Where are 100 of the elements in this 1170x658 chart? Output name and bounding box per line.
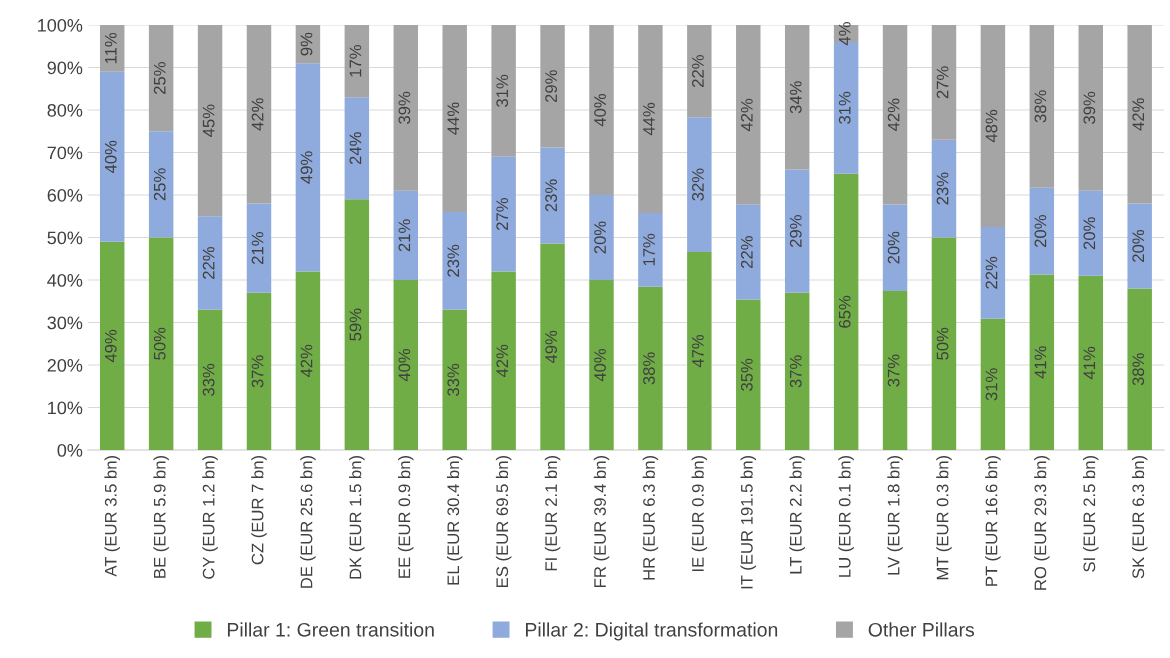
data-label: 35% bbox=[740, 358, 753, 391]
data-label: 20% bbox=[887, 231, 900, 264]
x-tick-label: BE (EUR 5.9 bn) bbox=[153, 455, 169, 578]
bar bbox=[687, 251, 712, 451]
y-tick-label: 70% bbox=[47, 146, 83, 160]
data-label: 27% bbox=[936, 66, 949, 99]
data-label: 31% bbox=[838, 91, 851, 124]
data-label: 9% bbox=[300, 32, 313, 56]
bar bbox=[246, 292, 272, 451]
bar bbox=[295, 271, 321, 451]
data-label: 39% bbox=[1083, 91, 1096, 124]
x-tick-label: EL (EUR 30.4 bn) bbox=[446, 455, 463, 585]
bar bbox=[197, 25, 223, 217]
bar bbox=[99, 241, 125, 451]
bar bbox=[784, 169, 810, 293]
x-tick-label: DE (EUR 25.6 bn) bbox=[300, 455, 316, 588]
data-label: 29% bbox=[789, 215, 802, 247]
bar bbox=[148, 25, 174, 132]
data-label: 20% bbox=[594, 221, 606, 254]
bar bbox=[1127, 25, 1152, 204]
bar bbox=[1078, 275, 1103, 451]
x-tick-label: AT (EUR 3.5 bn) bbox=[104, 455, 120, 577]
data-label: 50% bbox=[936, 327, 949, 360]
bar bbox=[393, 190, 419, 281]
bar bbox=[589, 195, 614, 281]
x-tick-label: LU (EUR 0.1 bn) bbox=[838, 455, 854, 577]
bar bbox=[589, 280, 614, 451]
y-tick-label: 90% bbox=[47, 61, 83, 75]
bar bbox=[980, 226, 1006, 319]
bar bbox=[784, 292, 810, 451]
y-tick-label: 40% bbox=[47, 273, 83, 287]
data-label: 37% bbox=[251, 355, 264, 388]
x-tick-label: LT (EUR 2.2 bn) bbox=[789, 455, 805, 574]
bar bbox=[638, 212, 663, 287]
bar bbox=[638, 286, 663, 451]
y-tick-label: 20% bbox=[47, 358, 83, 372]
data-label: 49% bbox=[545, 330, 558, 364]
data-label: 44% bbox=[643, 102, 655, 136]
bar bbox=[1078, 190, 1103, 276]
bar bbox=[246, 203, 272, 293]
data-label: 34% bbox=[789, 81, 802, 114]
data-label: 49% bbox=[104, 329, 117, 363]
bar bbox=[99, 71, 125, 242]
bar bbox=[491, 271, 516, 451]
bar bbox=[148, 237, 174, 451]
data-label: 32% bbox=[692, 168, 704, 201]
x-tick-label: MT (EUR 0.3 bn) bbox=[936, 455, 952, 580]
data-label: 29% bbox=[545, 70, 558, 103]
x-tick-label: IE (EUR 0.9 bn) bbox=[691, 455, 708, 572]
bar bbox=[980, 318, 1006, 451]
data-label: 42% bbox=[251, 98, 264, 131]
bar bbox=[393, 25, 419, 191]
x-tick-label: FR (EUR 39.4 bn) bbox=[593, 455, 610, 587]
bar bbox=[687, 117, 712, 252]
x-tick-label: LV (EUR 1.8 bn) bbox=[887, 455, 903, 575]
bar bbox=[980, 25, 1006, 227]
data-label: 20% bbox=[1132, 229, 1145, 262]
bar bbox=[540, 25, 565, 148]
bar bbox=[931, 237, 957, 451]
data-label: 42% bbox=[496, 344, 509, 378]
data-label: 23% bbox=[545, 179, 558, 212]
data-label: 22% bbox=[692, 55, 704, 87]
bar bbox=[246, 25, 272, 204]
x-tick-label: PT (EUR 16.6 bn) bbox=[985, 455, 1001, 586]
data-label: 41% bbox=[1083, 346, 1096, 380]
data-label: 25% bbox=[153, 62, 166, 94]
data-label: 38% bbox=[643, 352, 655, 385]
data-label: 42% bbox=[300, 344, 313, 378]
data-label: 41% bbox=[1034, 346, 1047, 379]
bar bbox=[736, 299, 761, 451]
x-tick-label: CZ (EUR 7 bn) bbox=[251, 455, 267, 565]
bar bbox=[344, 97, 370, 200]
bar bbox=[1029, 187, 1055, 275]
data-label: 27% bbox=[496, 198, 509, 230]
data-label: 11% bbox=[104, 32, 117, 64]
y-tick-label: 80% bbox=[47, 103, 83, 117]
bar bbox=[148, 131, 174, 238]
bar bbox=[491, 156, 516, 272]
data-label: 40% bbox=[594, 348, 606, 382]
legend-label: Pillar 2: Digital transformation bbox=[525, 622, 778, 641]
data-label: 22% bbox=[985, 256, 998, 289]
bar bbox=[882, 204, 908, 292]
data-label: 21% bbox=[251, 232, 264, 264]
bar bbox=[1127, 288, 1152, 451]
bar bbox=[931, 25, 957, 140]
y-tick-label: 10% bbox=[48, 401, 83, 415]
data-label: 48% bbox=[985, 109, 998, 143]
bar bbox=[589, 25, 614, 196]
legend-label: Other Pillars bbox=[868, 622, 975, 637]
data-label: 33% bbox=[202, 363, 215, 396]
data-label: 59% bbox=[349, 308, 362, 341]
bar bbox=[344, 25, 370, 98]
data-label: 42% bbox=[1132, 98, 1145, 131]
bar bbox=[540, 147, 565, 244]
bar bbox=[931, 139, 957, 238]
data-label: 4% bbox=[838, 22, 851, 46]
bar bbox=[197, 216, 223, 310]
bar bbox=[540, 243, 565, 451]
data-label: 42% bbox=[887, 98, 900, 131]
bar bbox=[1078, 25, 1103, 191]
